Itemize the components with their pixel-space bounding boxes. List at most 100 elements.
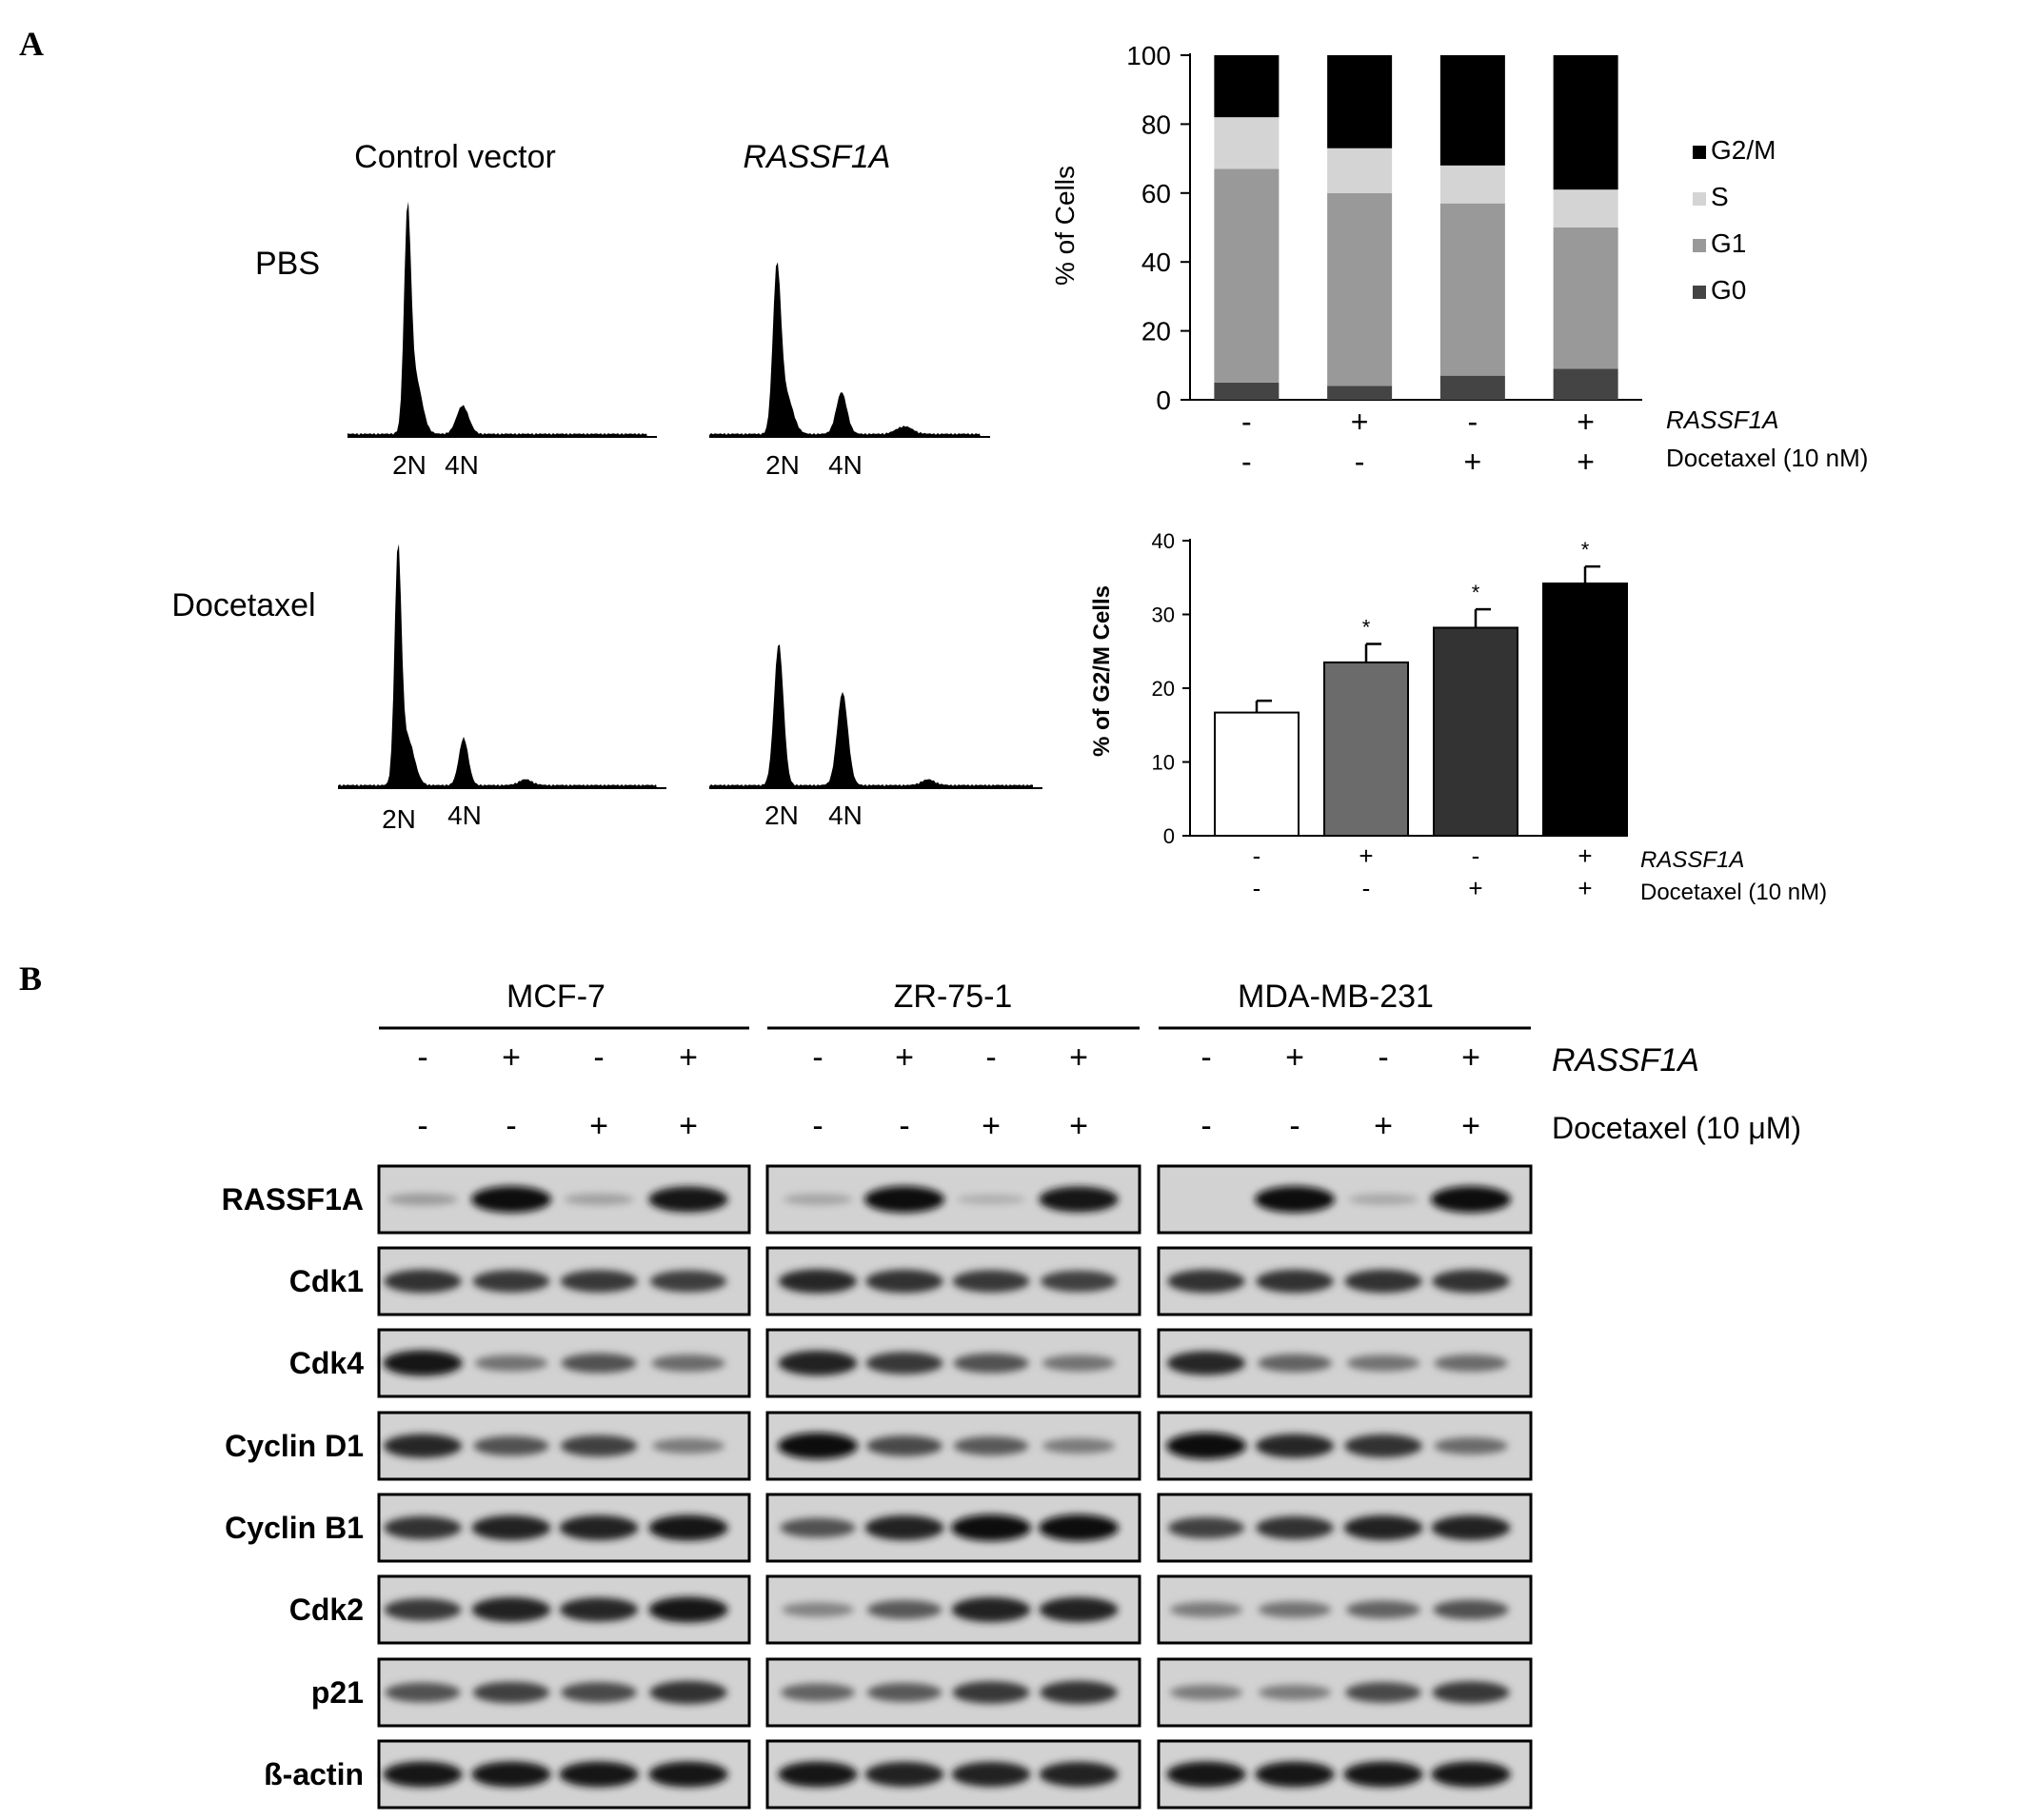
panel-a-label: A [19,25,44,63]
cell-line-label: MDA-MB-231 [1238,979,1434,1015]
blot-band [1434,1354,1508,1373]
blot-band [648,1761,728,1788]
blot-band [1039,1186,1119,1213]
blot-band [1255,1761,1335,1788]
blot-band [648,1514,728,1541]
blot-band [474,1355,548,1372]
bar-segment-g1 [1327,192,1393,386]
blot-band [778,1761,858,1788]
treatment-sign: - [1362,874,1371,902]
rassf1a-sign: + [679,1039,698,1076]
protein-label: p21 [311,1675,364,1710]
bar-segment-s [1327,148,1393,193]
protein-label: RASSF1A [222,1182,364,1217]
blot-band [1433,1599,1509,1620]
row-header-docetaxel: Docetaxel [171,587,315,623]
blot-band [953,1353,1029,1374]
y-tick-label: 100 [1126,41,1171,70]
western-blot: MCF-7--+--+++ZR-75-1--+--+++MDA-MB-231--… [222,979,1801,1810]
g2m-bar [1323,661,1409,837]
col-header-control: Control vector [354,139,556,175]
blot-band [1166,1761,1246,1788]
y-tick-label: 0 [1156,386,1171,415]
treatment-sign: + [1578,874,1592,902]
blot-band [1166,1433,1246,1459]
bar-segment-s [1439,165,1505,204]
treatment-sign: + [1468,874,1482,902]
legend-label: G0 [1711,275,1746,305]
protein-label: Cyclin D1 [225,1429,364,1463]
bar-segment-g0 [1439,375,1505,400]
histogram-control-docetaxel [338,544,666,789]
blot-band [649,1270,727,1293]
significance-marker: * [1472,581,1480,604]
blot-band [1039,1761,1119,1788]
blot-band [865,1269,943,1294]
peak-label-4n: 4N [828,801,863,830]
g2m-bar [1542,582,1628,837]
y-tick-label: 30 [1152,603,1175,627]
docetaxel-sign: + [589,1108,608,1144]
blot-band [471,1186,551,1213]
stacked-bar-chart: 0 20 40 60 80 100 % of Cells - - + - - + + + RASSF1A Doc… [1050,41,1868,479]
blot-band [471,1514,551,1541]
blot-band [383,1434,463,1458]
blot-band [384,1515,462,1540]
blot-band [866,1683,943,1702]
blot-band [953,1436,1029,1455]
cell-line-label: MCF-7 [506,979,605,1015]
blot-band [1042,1437,1116,1454]
bar-segment-g1 [1553,228,1618,369]
peak-label-2n: 2N [382,804,416,834]
peak-label-2n: 2N [764,801,799,830]
blot-band [1431,1186,1511,1213]
legend-swatch [1693,286,1706,299]
blot-band [1258,1354,1332,1373]
bar-segment-g0 [1327,386,1393,400]
peak-label-2n: 2N [392,450,427,480]
treatment-label: Docetaxel (10 nM) [1640,880,1827,905]
docetaxel-sign: - [899,1108,909,1144]
blot-band [1169,1684,1243,1701]
histogram-area [338,544,657,788]
blot-band [783,1194,853,1205]
blot-band [956,1194,1026,1205]
treatment-label: RASSF1A [1666,406,1779,434]
protein-label: ß-actin [264,1757,364,1791]
blot-band [648,1186,728,1213]
blot-band [472,1681,550,1704]
blot-band [1258,1684,1332,1701]
blot-band [778,1350,858,1376]
rassf1a-sign: - [593,1039,604,1076]
docetaxel-sign: - [506,1108,516,1144]
y-tick-label: 40 [1152,529,1175,553]
blot-band [559,1597,639,1622]
row-header-pbs: PBS [255,246,320,282]
legend-swatch [1693,146,1706,159]
bar-segment-g0 [1553,368,1618,400]
cell-line-label: ZR-75-1 [894,979,1013,1015]
blot-band [866,1435,943,1456]
treatment-label: Docetaxel (10 nM) [1666,444,1868,472]
blot-band [778,1269,858,1294]
legend-label: G2/M [1711,135,1776,165]
blot-band [780,1517,856,1538]
blot-band [1431,1761,1511,1788]
y-tick-label: 10 [1152,751,1175,775]
treatment-sign: - [1241,445,1252,479]
blot-band [473,1435,549,1456]
treatment-sign: - [1468,405,1478,439]
rassf1a-sign: + [502,1039,521,1076]
docetaxel-sign: - [417,1108,427,1144]
rassf1a-sign: + [895,1039,914,1076]
g2m-bar-chart: 0 10 20 30 40 % of G2/M Cells - - * + - * - + * + + RASSF… [1089,529,1827,905]
blot-band [472,1270,550,1293]
bar-segment-g2m [1553,55,1618,190]
bar-segment-g0 [1214,382,1280,400]
protein-label: Cdk2 [289,1592,364,1627]
blot-band [564,1193,634,1206]
blot-band [384,1598,462,1621]
blot-band [864,1186,944,1213]
blot-band [1039,1596,1119,1623]
treatment-sign: + [1359,841,1373,870]
